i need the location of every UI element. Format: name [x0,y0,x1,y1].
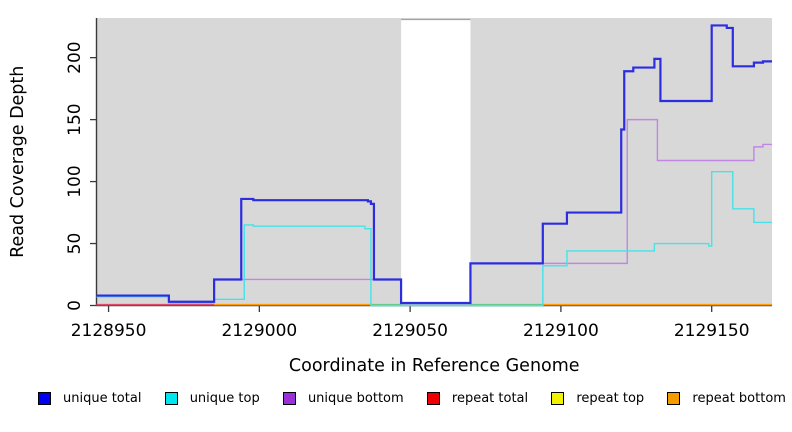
y-axis-title: Read Coverage Depth [8,66,28,258]
coverage-plot: 2128950 2129000 2129050 2129100 2129150 0 50 10… [8,17,772,376]
y-tick-label: 0 [65,300,85,311]
chart-area: 2128950 2129000 2129050 2129100 2129150 0 50 10… [8,17,772,376]
legend-label: repeat total [451,391,529,406]
legend-swatch-repeat-bottom [667,392,681,405]
legend-swatch-unique-bottom [282,392,296,405]
legend-label: unique top [189,391,260,406]
series-unique-top [96,170,772,307]
x-tick-label: 2129050 [372,321,448,341]
y-tick-label: 200 [65,41,85,73]
legend-swatch-repeat-top [551,392,565,405]
legend-item-unique-top: unique top [164,391,260,406]
legend-swatch-unique-total [38,392,51,405]
legend-item-repeat-bottom: repeat bottom [667,391,786,406]
legend-swatch-repeat-total [426,392,440,405]
y-tick-label: 50 [65,233,85,255]
legend-item-unique-bottom: unique bottom [282,391,404,406]
x-tick-label: 2129000 [221,321,297,341]
legend-swatch-unique-top [164,392,178,405]
legend-label: unique total [63,391,142,406]
legend-item-unique-total: unique total [38,391,141,406]
legend-label: repeat bottom [692,391,786,406]
series-unique-total [96,24,772,305]
legend-label: repeat top [576,391,645,406]
x-tick-label: 2129150 [674,321,750,341]
legend-item-repeat-top: repeat top [551,391,644,406]
y-tick-label: 150 [65,103,85,135]
y-tick-label: 100 [65,165,85,197]
x-tick-label: 2129100 [523,321,599,341]
x-tick-label: 2128950 [71,321,147,341]
masked-region [401,17,471,304]
legend-label: unique bottom [307,391,404,406]
legend-item-repeat-total: repeat total [426,391,529,406]
x-axis-title: Coordinate in Reference Genome [289,356,580,376]
legend: unique total unique top unique bottom repea… [0,385,792,406]
